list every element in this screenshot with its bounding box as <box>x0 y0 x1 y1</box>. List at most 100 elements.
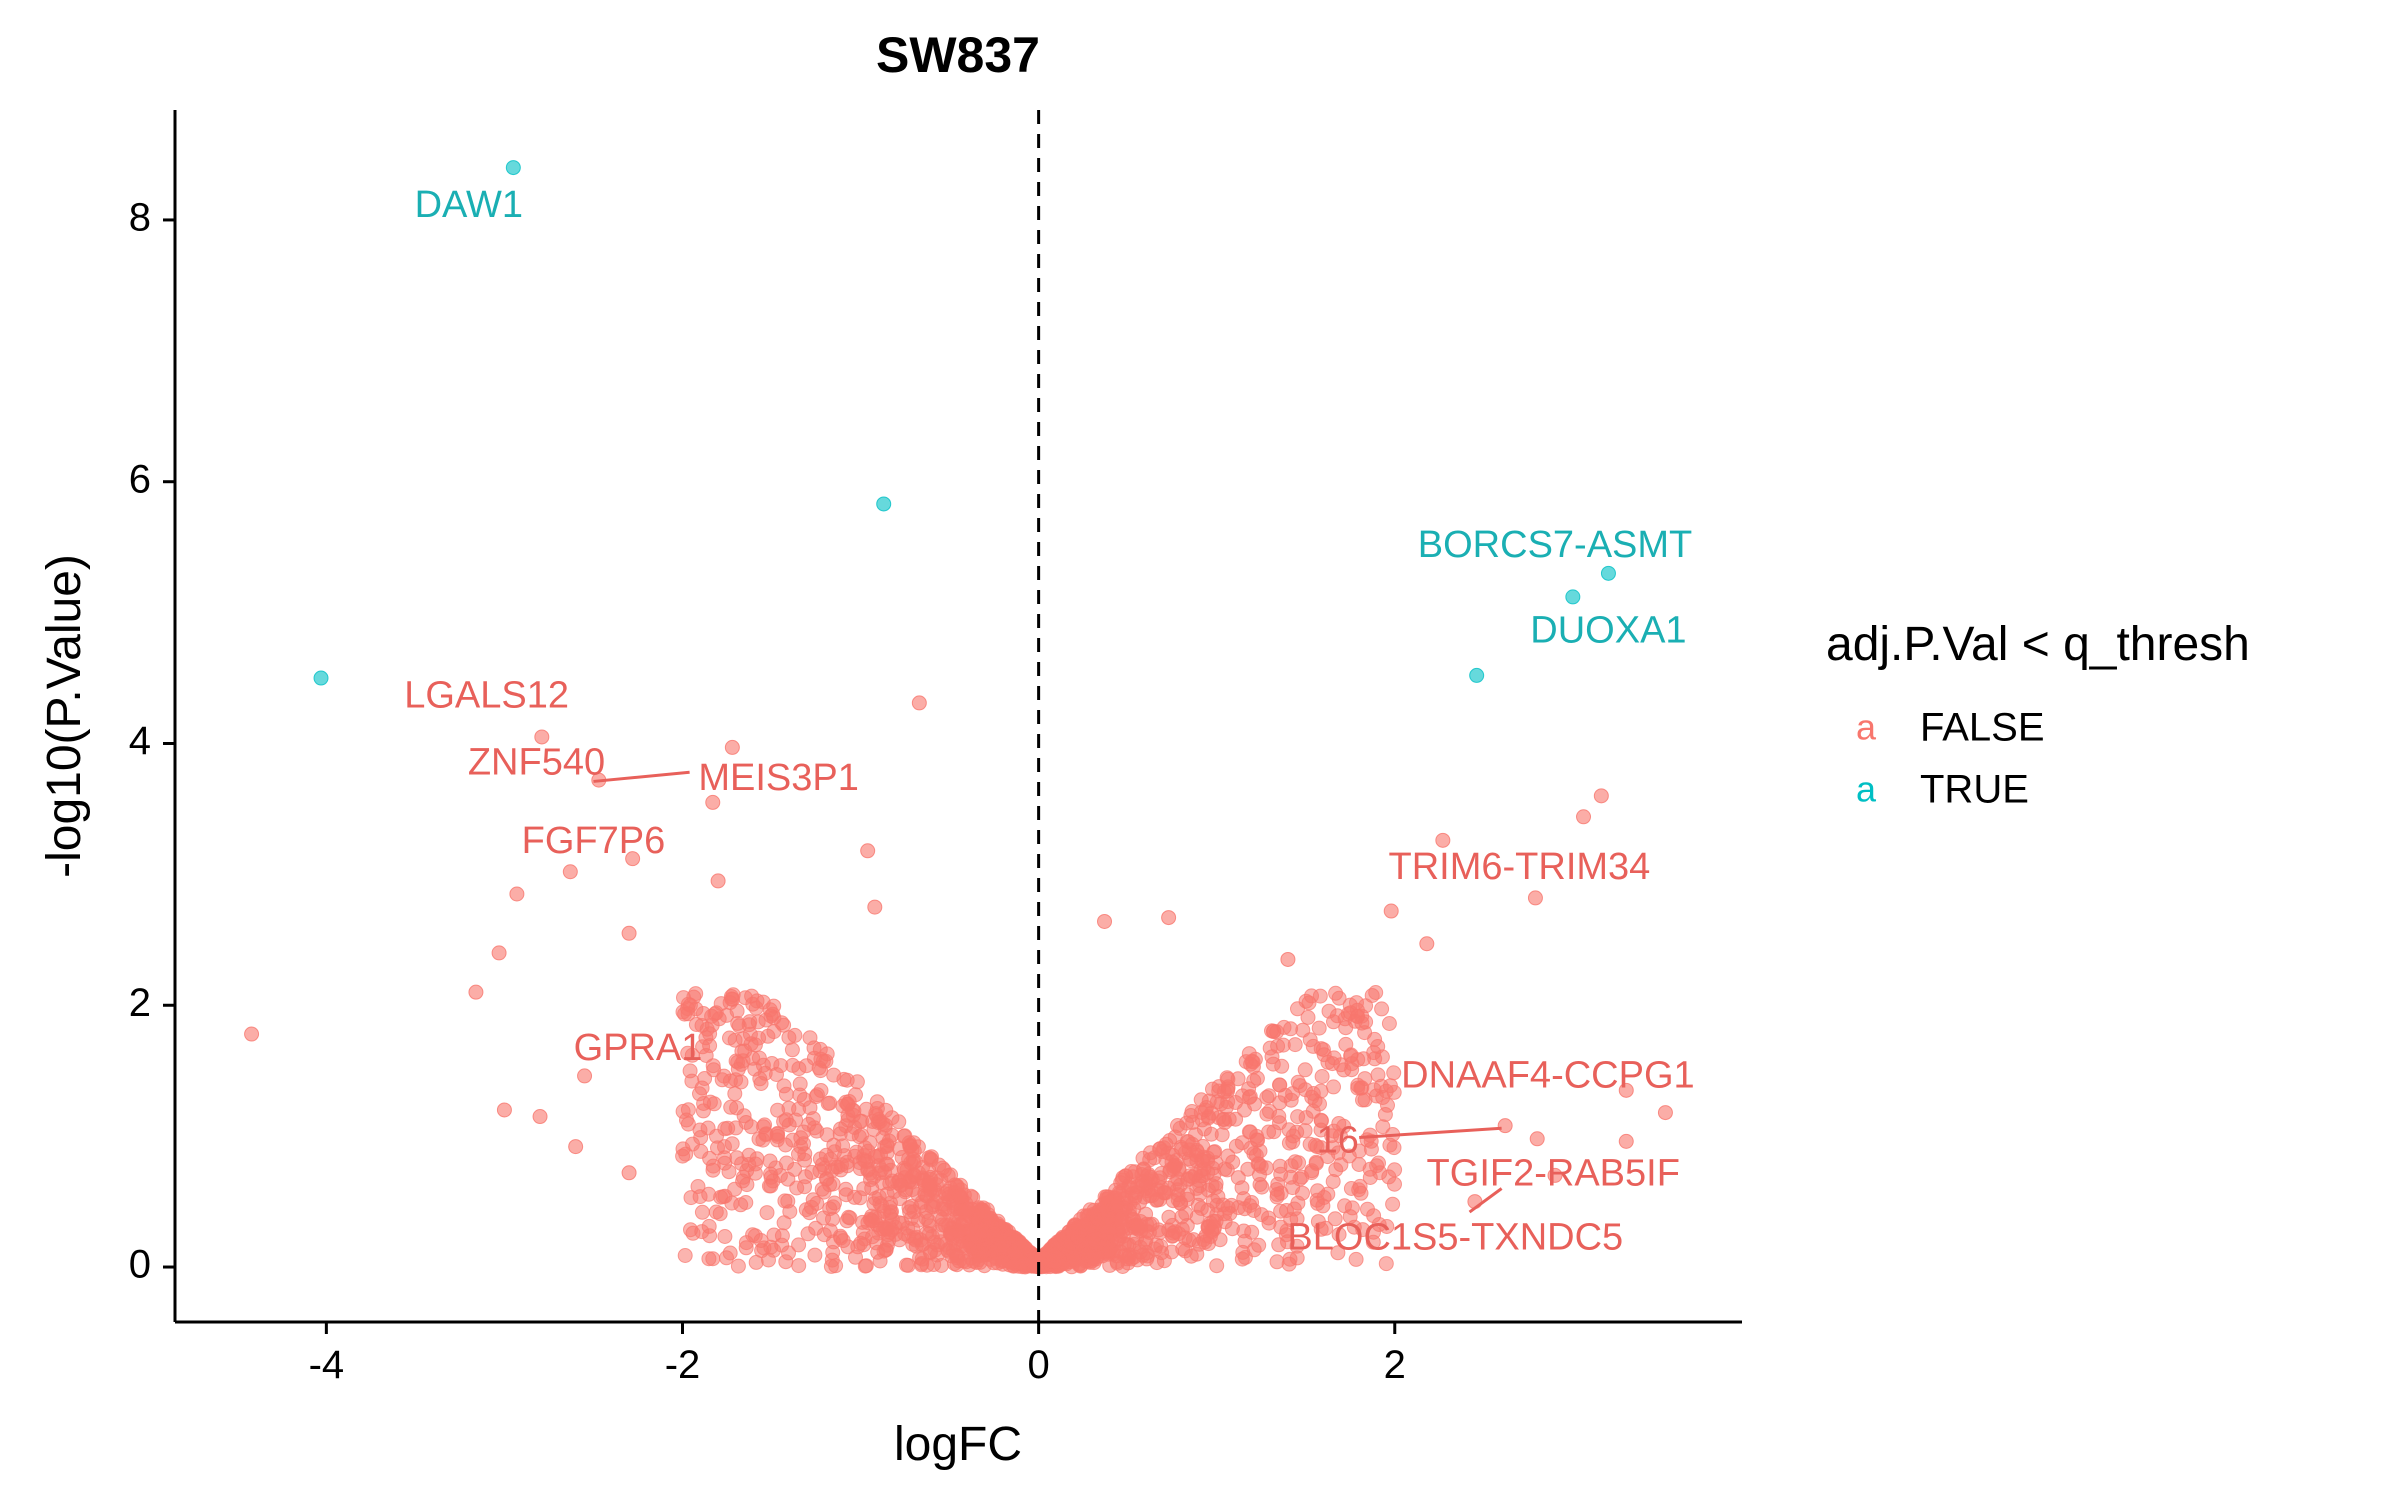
data-point <box>705 1158 721 1174</box>
data-point <box>1165 1225 1181 1241</box>
data-point <box>1046 1247 1061 1263</box>
y-ticks-layer: 0 2 4 6 8 <box>129 196 175 1287</box>
data-point <box>877 1165 893 1180</box>
data-point <box>1318 1220 1334 1236</box>
data-point <box>1285 1128 1301 1144</box>
data-point <box>729 1100 745 1116</box>
data-point <box>1007 1245 1023 1261</box>
data-point <box>1305 1086 1321 1101</box>
data-point <box>1240 1161 1256 1177</box>
data-point <box>730 1015 746 1031</box>
data-point <box>699 1021 715 1037</box>
data-point <box>1292 1171 1308 1187</box>
data-point <box>1302 1032 1318 1048</box>
x-axis-title: logFC <box>894 1418 1022 1471</box>
data-point <box>841 1209 857 1225</box>
data-point <box>1254 1179 1270 1195</box>
data-point <box>727 1086 743 1102</box>
data-point <box>884 1222 900 1238</box>
data-point <box>823 1258 839 1274</box>
data-point <box>1367 1031 1383 1047</box>
data-point <box>1217 1114 1233 1130</box>
label-segment <box>593 770 690 783</box>
data-point <box>562 864 578 880</box>
x-ticks-layer: -4 -2 0 2 <box>309 1322 1406 1387</box>
data-point <box>1262 1040 1278 1056</box>
data-point <box>874 1198 890 1214</box>
data-point <box>1290 1109 1306 1125</box>
data-point <box>1162 1162 1178 1178</box>
data-point <box>1175 1241 1191 1257</box>
data-point <box>1224 1221 1240 1237</box>
data-point <box>709 1128 724 1144</box>
data-point <box>1269 1024 1285 1040</box>
data-point <box>921 1177 937 1193</box>
data-point <box>1527 890 1543 906</box>
data-point <box>1280 951 1296 967</box>
data-point <box>1283 1021 1299 1037</box>
label-segment <box>1468 1187 1503 1214</box>
data-point <box>762 1153 778 1169</box>
data-point <box>682 1063 698 1079</box>
data-point <box>677 1248 693 1263</box>
data-point <box>1383 903 1399 919</box>
data-point <box>1321 1003 1337 1019</box>
data-point <box>496 1102 512 1118</box>
data-point <box>1386 1065 1402 1081</box>
data-point <box>1225 1154 1241 1170</box>
data-point <box>1419 936 1435 952</box>
data-point <box>791 1237 807 1253</box>
data-point <box>1300 1009 1316 1025</box>
data-point <box>776 1114 792 1130</box>
data-point <box>833 1121 848 1137</box>
data-point <box>1206 1144 1222 1160</box>
data-point <box>710 873 726 889</box>
data-point <box>1381 1016 1397 1031</box>
data-point <box>1123 1251 1139 1267</box>
y-tick-label: 2 <box>129 981 151 1025</box>
data-point <box>1057 1237 1073 1253</box>
data-point <box>1098 1191 1114 1207</box>
data-point <box>1381 1169 1397 1185</box>
data-point <box>807 1247 823 1263</box>
data-point <box>1287 1037 1303 1053</box>
data-point <box>819 1127 835 1143</box>
data-point <box>776 1078 792 1094</box>
data-point <box>1325 1174 1341 1189</box>
data-point <box>1435 832 1451 848</box>
data-point <box>808 1220 824 1236</box>
gene-label: MEIS3P1 <box>698 757 859 799</box>
data-point <box>1343 1048 1359 1064</box>
data-point <box>692 1086 707 1102</box>
data-point <box>730 1054 746 1070</box>
data-point <box>1371 1217 1387 1232</box>
data-point <box>1281 1256 1297 1272</box>
data-point <box>722 1030 737 1046</box>
y-tick-label: 8 <box>129 196 151 240</box>
data-point <box>753 1076 769 1091</box>
data-point <box>1215 1197 1231 1213</box>
data-point <box>722 1245 738 1261</box>
data-point <box>693 1130 709 1145</box>
legend-label: FALSE <box>1920 706 2045 750</box>
legend-entries: a FALSE a TRUE <box>1856 706 2045 812</box>
data-point <box>954 1238 970 1254</box>
data-point <box>826 1137 842 1153</box>
gene-label: TRIM6-TRIM34 <box>1389 846 1651 888</box>
significant-point <box>1565 589 1581 605</box>
gene-label: ZNF540 <box>468 741 605 783</box>
data-point <box>1320 1054 1336 1070</box>
data-point <box>1161 1209 1177 1225</box>
data-point <box>1209 1258 1225 1274</box>
data-point <box>1330 1245 1346 1261</box>
data-point <box>534 729 550 745</box>
data-point <box>1350 1080 1366 1096</box>
significant-point <box>1469 667 1485 683</box>
data-point <box>690 1179 706 1194</box>
data-point <box>1088 1251 1104 1267</box>
y-tick-label: 6 <box>129 457 151 501</box>
data-point <box>1161 1180 1177 1196</box>
data-point <box>1328 985 1344 1001</box>
data-point <box>1230 1200 1246 1216</box>
data-point <box>815 1053 831 1069</box>
